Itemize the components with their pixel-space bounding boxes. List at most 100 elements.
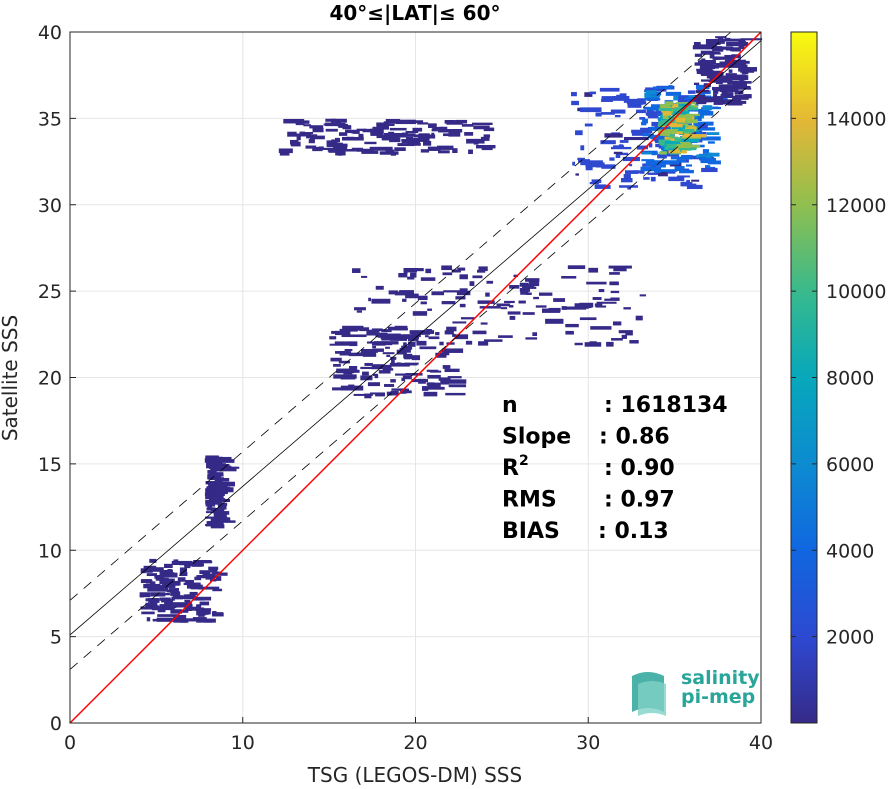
- density-cell: [740, 38, 763, 41]
- density-cell: [381, 329, 392, 333]
- density-cell: [441, 301, 456, 305]
- density-cell: [659, 104, 671, 109]
- density-cell: [406, 136, 413, 140]
- density-cell: [185, 606, 200, 611]
- density-cell: [164, 572, 178, 578]
- density-cell: [390, 379, 396, 383]
- density-cell: [604, 133, 623, 138]
- density-cell: [331, 330, 344, 334]
- density-cell: [410, 268, 424, 272]
- density-cell: [412, 127, 423, 132]
- density-cell: [209, 568, 218, 573]
- density-cell: [678, 128, 685, 132]
- density-cell: [397, 143, 415, 147]
- density-cell: [702, 149, 709, 154]
- density-cell: [697, 60, 702, 65]
- density-cell: [713, 96, 723, 101]
- density-cell: [193, 561, 213, 564]
- density-cell: [486, 280, 494, 284]
- density-cell: [192, 607, 205, 611]
- density-cell: [344, 348, 353, 352]
- density-cell: [670, 156, 692, 160]
- density-cell: [374, 374, 379, 379]
- stat-value: : 1618134: [604, 393, 728, 418]
- density-cell: [726, 41, 749, 47]
- density-cell: [145, 602, 158, 607]
- density-cell: [647, 126, 662, 131]
- density-cell: [345, 129, 352, 134]
- density-cell: [655, 168, 661, 173]
- density-cell: [402, 375, 412, 380]
- density-cell: [399, 347, 411, 353]
- density-cell: [445, 392, 466, 396]
- density-cell: [596, 301, 617, 304]
- density-cell: [459, 288, 468, 294]
- density-cell: [383, 121, 389, 127]
- density-cell: [346, 136, 354, 141]
- density-cell: [388, 290, 398, 295]
- density-cell: [461, 124, 474, 127]
- density-cell: [426, 329, 432, 332]
- density-cell: [207, 473, 213, 476]
- density-cell: [601, 98, 613, 102]
- density-cell: [420, 277, 436, 281]
- density-cell: [402, 298, 407, 302]
- density-cell: [212, 612, 224, 617]
- density-cell: [623, 174, 631, 179]
- density-cell: [594, 185, 611, 189]
- density-cell: [610, 109, 626, 114]
- density-cell: [215, 576, 222, 581]
- density-cell: [338, 360, 351, 364]
- density-cell: [575, 130, 583, 136]
- density-cell: [580, 145, 585, 151]
- density-cell: [478, 266, 488, 272]
- density-cell: [177, 577, 186, 582]
- density-cell: [370, 392, 385, 395]
- density-cell: [216, 514, 225, 519]
- density-cell: [442, 365, 451, 369]
- density-cell: [423, 391, 438, 397]
- density-cell: [312, 146, 323, 152]
- density-cell: [143, 583, 161, 589]
- density-cell: [572, 161, 576, 166]
- density-cell: [333, 364, 341, 367]
- density-cell: [724, 38, 743, 42]
- density-cell: [611, 338, 623, 341]
- density-cell: [483, 134, 491, 138]
- density-cell: [712, 86, 727, 91]
- density-cell: [452, 148, 458, 154]
- density-cell: [706, 132, 720, 135]
- density-cell: [207, 470, 217, 474]
- density-cell: [289, 139, 299, 145]
- density-cell: [666, 143, 677, 149]
- density-cell: [179, 571, 188, 577]
- density-cell: [352, 268, 361, 273]
- density-cell: [520, 290, 529, 295]
- density-cell: [159, 604, 174, 608]
- density-cell: [335, 121, 341, 124]
- density-cell: [382, 368, 394, 371]
- density-cell: [421, 386, 429, 391]
- density-cell: [212, 494, 224, 497]
- density-cell: [567, 265, 586, 270]
- density-cell: [454, 334, 469, 340]
- density-cell: [668, 176, 685, 182]
- density-cell: [577, 157, 585, 161]
- chart-title: 40°≤|LAT|≤ 60°: [329, 1, 500, 25]
- density-cell: [695, 96, 716, 102]
- density-cell: [194, 576, 202, 581]
- density-cell: [622, 156, 640, 162]
- density-cell: [658, 171, 668, 177]
- density-cell: [606, 341, 614, 347]
- density-cell: [442, 272, 453, 276]
- density-cell: [170, 609, 182, 614]
- density-cell: [660, 163, 666, 168]
- density-cell: [217, 502, 228, 506]
- density-cell: [211, 489, 227, 495]
- density-cell: [401, 133, 416, 137]
- density-cell: [366, 331, 379, 336]
- density-cell: [400, 390, 407, 394]
- density-cell: [145, 605, 159, 608]
- density-cell: [214, 459, 235, 463]
- density-cell: [332, 387, 343, 391]
